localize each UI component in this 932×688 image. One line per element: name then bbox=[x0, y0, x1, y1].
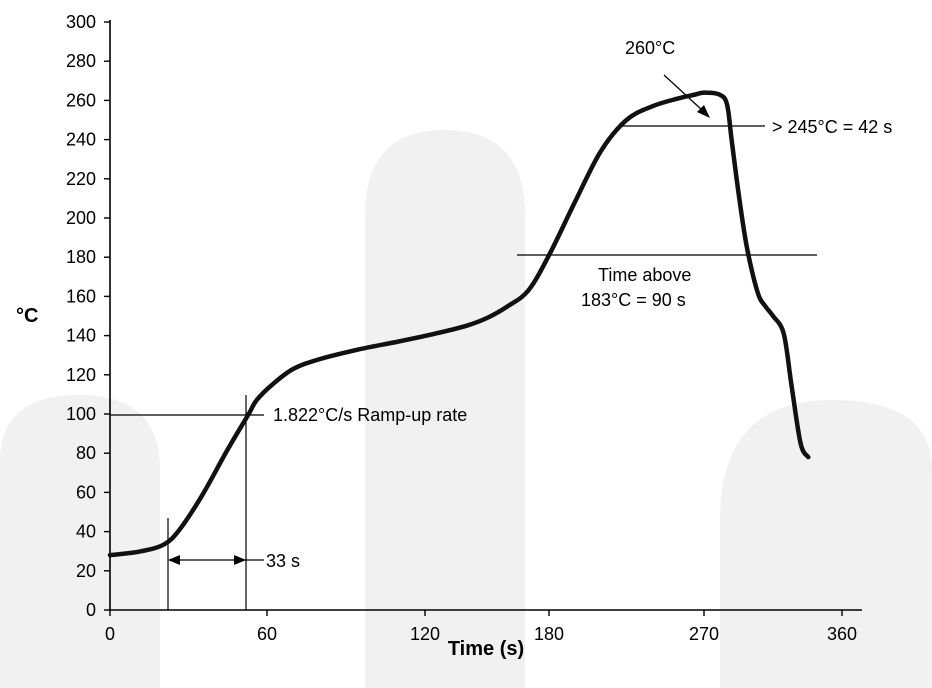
temperature-profile-line bbox=[107, 90, 811, 558]
y-tick-label: 160 bbox=[66, 286, 96, 306]
x-axis-title: Time (s) bbox=[448, 638, 524, 660]
y-tick-label: 100 bbox=[66, 404, 96, 424]
x-tick-label: 120 bbox=[410, 624, 440, 644]
peak-label: 260°C bbox=[625, 38, 675, 58]
y-axis-title: °C bbox=[16, 305, 38, 327]
y-tick-label: 60 bbox=[76, 482, 96, 502]
peak-leader-line bbox=[663, 74, 703, 111]
ramp-time-label: 33 s bbox=[266, 551, 300, 571]
x-tick-label: 270 bbox=[689, 624, 719, 644]
ramp-duration-arrow-right bbox=[234, 555, 246, 565]
y-ticks: 0 20 40 60 80 100 120 140 160 180 200 220 240 260 280 3… bbox=[66, 12, 110, 620]
y-tick-label: 240 bbox=[66, 130, 96, 150]
y-tick-label: 20 bbox=[76, 561, 96, 581]
x-ticks: 0 60 120 180 270 360 bbox=[105, 610, 857, 644]
y-tick-label: 280 bbox=[66, 51, 96, 71]
y-tick-label: 120 bbox=[66, 365, 96, 385]
peak-arrow-head bbox=[697, 105, 710, 118]
x-tick-label: 360 bbox=[827, 624, 857, 644]
background-watermark bbox=[0, 130, 932, 688]
x-tick-label: 180 bbox=[534, 624, 564, 644]
time-above-label-line1: Time above bbox=[598, 265, 691, 285]
x-tick-label: 0 bbox=[105, 624, 115, 644]
y-tick-label: 40 bbox=[76, 522, 96, 542]
x-tick-label: 60 bbox=[257, 624, 277, 644]
y-tick-label: 0 bbox=[86, 600, 96, 620]
y-tick-label: 220 bbox=[66, 169, 96, 189]
ramp-duration-arrow-left bbox=[168, 555, 180, 565]
y-tick-label: 300 bbox=[66, 12, 96, 32]
y-tick-label: 200 bbox=[66, 208, 96, 228]
ramp-rate-label: 1.822°C/s Ramp-up rate bbox=[273, 405, 467, 425]
y-tick-label: 140 bbox=[66, 326, 96, 346]
y-tick-label: 180 bbox=[66, 247, 96, 267]
y-tick-label: 260 bbox=[66, 90, 96, 110]
y-tick-label: 80 bbox=[76, 443, 96, 463]
time-above-label-line2: 183°C = 90 s bbox=[581, 290, 686, 310]
above-245-label: > 245°C = 42 s bbox=[772, 117, 892, 137]
